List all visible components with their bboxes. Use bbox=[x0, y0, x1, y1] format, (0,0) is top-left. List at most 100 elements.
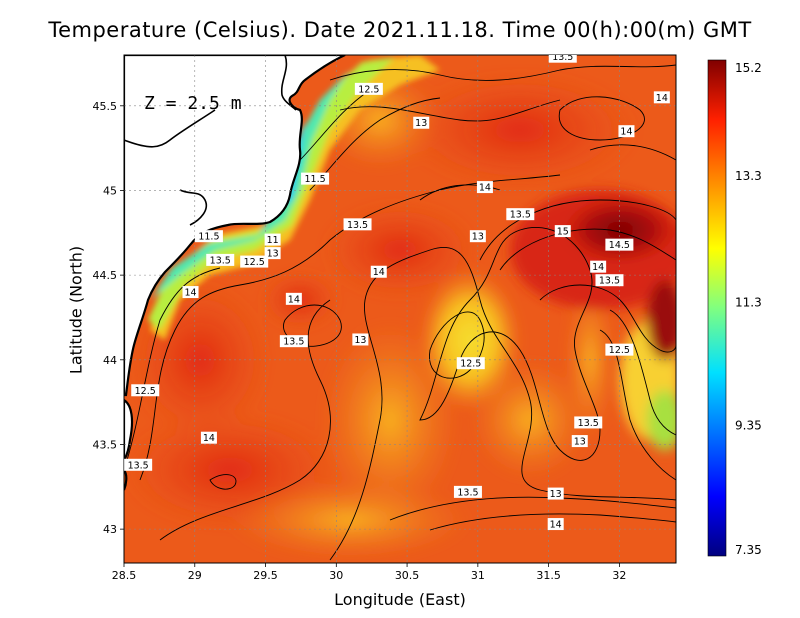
x-axis-label: Longitude (East) bbox=[334, 590, 466, 609]
contour-label: 14 bbox=[618, 125, 635, 138]
contour-label: 13.5 bbox=[206, 253, 235, 266]
plot-frame bbox=[123, 54, 677, 564]
y-axis-ticks: 43 43.5 44 44.5 45 45.5 bbox=[93, 100, 124, 536]
y-tick-label: 43.5 bbox=[93, 438, 118, 451]
contour-label: 11.5 bbox=[194, 230, 223, 243]
land-mask bbox=[124, 55, 346, 491]
x-tick-label: 31.5 bbox=[536, 569, 561, 582]
contour-label: 13.5 bbox=[124, 458, 153, 471]
contour-label: 13 bbox=[547, 487, 564, 500]
contour-label-text: 12.5 bbox=[244, 257, 265, 268]
colorbar-ticks: 15.2 13.3 11.3 9.35 7.35 bbox=[735, 61, 762, 557]
contour-label-bg bbox=[453, 485, 482, 498]
y-tick-label: 44 bbox=[103, 354, 117, 367]
contour-label-bg bbox=[343, 218, 372, 231]
contour-label-text: 14 bbox=[288, 294, 300, 305]
contour-label: 14.5 bbox=[605, 238, 634, 251]
contour-label-text: 13 bbox=[472, 232, 484, 243]
contour-label-bg bbox=[131, 384, 160, 397]
contour-label-bg bbox=[476, 181, 493, 194]
contour-label-bg bbox=[413, 116, 430, 129]
contour-label-text: 13.5 bbox=[510, 210, 531, 221]
contour-label: 11 bbox=[264, 233, 281, 246]
contour-label-bg bbox=[574, 416, 603, 429]
contour-label-bg bbox=[124, 458, 153, 471]
x-axis-ticks: 28.5 29 29.5 30 30.5 31 31.5 32 bbox=[112, 563, 626, 582]
contour-label-bg bbox=[469, 230, 486, 243]
gridlines bbox=[124, 55, 676, 563]
contour-label-text: 14 bbox=[373, 267, 385, 278]
colorbar-tick-label: 15.2 bbox=[735, 61, 762, 75]
contour-label: 13.5 bbox=[574, 416, 603, 429]
contour-label: 13.5 bbox=[453, 485, 482, 498]
depth-label: Z = 2.5 m bbox=[144, 93, 242, 114]
colorbar-tick-label: 11.3 bbox=[735, 295, 762, 309]
contour-label-text: 13.5 bbox=[578, 418, 599, 429]
contour-label-text: 14 bbox=[184, 288, 196, 299]
contour-label-text: 14 bbox=[656, 93, 668, 104]
contour-label-text: 11.5 bbox=[198, 232, 219, 243]
contour-label-text: 14 bbox=[479, 183, 491, 194]
contour-label-text: 13 bbox=[354, 335, 366, 346]
contour-label-bg bbox=[547, 487, 564, 500]
x-tick-label: 31 bbox=[471, 569, 485, 582]
contour-label: 11.5 bbox=[301, 172, 330, 185]
contour-label: 12.5 bbox=[354, 82, 383, 95]
x-tick-label: 29.5 bbox=[253, 569, 278, 582]
contour-label: 12.5 bbox=[456, 357, 485, 370]
contour-label-text: 13.5 bbox=[210, 255, 231, 266]
x-tick-label: 28.5 bbox=[112, 569, 137, 582]
contour-label-bg bbox=[554, 225, 571, 238]
contour-label-bg bbox=[653, 91, 670, 104]
contour-label-text: 13 bbox=[415, 118, 427, 129]
contour-label: 14 bbox=[182, 286, 199, 299]
contour-label-bg bbox=[590, 260, 607, 273]
contour-label: 13 bbox=[264, 247, 281, 260]
contour-label: 13.5 bbox=[548, 52, 577, 63]
contour-label-bg bbox=[194, 230, 223, 243]
contour-label: 13 bbox=[571, 435, 588, 448]
colorbar-tick-label: 13.3 bbox=[735, 169, 762, 183]
contour-label-bg bbox=[352, 333, 369, 346]
y-axis-label: Latitude (North) bbox=[66, 245, 86, 375]
contour-label-bg bbox=[279, 335, 308, 348]
colorbar bbox=[707, 59, 727, 557]
contour-label: 13 bbox=[469, 230, 486, 243]
contour-label-bg bbox=[571, 435, 588, 448]
contour-label-text: 13 bbox=[550, 489, 562, 500]
y-tick-label: 45.5 bbox=[93, 100, 118, 113]
contour-label-bg bbox=[456, 357, 485, 370]
contour-label: 15 bbox=[554, 225, 571, 238]
contour-label: 13.5 bbox=[506, 208, 535, 221]
contour-label-bg bbox=[206, 253, 235, 266]
x-tick-label: 32 bbox=[612, 569, 626, 582]
contour-label: 14 bbox=[476, 181, 493, 194]
contour-label-text: 14 bbox=[592, 262, 604, 273]
contour-label-bg bbox=[506, 208, 535, 221]
contour-label-bg bbox=[200, 431, 217, 444]
contour-label-text: 11 bbox=[267, 235, 279, 246]
temperature-contours bbox=[124, 64, 676, 561]
contour-label-bg bbox=[548, 55, 577, 63]
contour-label-bg bbox=[605, 238, 634, 251]
contour-label-bg bbox=[240, 255, 269, 268]
contour-label-bg bbox=[264, 233, 281, 246]
contour-label-bg bbox=[547, 518, 564, 531]
contour-label-text: 14 bbox=[203, 433, 215, 444]
figure-title: Temperature (Celsius). Date 2021.11.18. … bbox=[48, 18, 752, 42]
contour-label-bg bbox=[370, 265, 387, 278]
contour-label-bg bbox=[264, 247, 281, 260]
contour-label-bg bbox=[605, 343, 634, 356]
contour-label: 13 bbox=[413, 116, 430, 129]
contour-label: 13 bbox=[352, 333, 369, 346]
contour-label-bg bbox=[285, 292, 302, 305]
contour-label-text: 13 bbox=[267, 249, 279, 260]
contour-label-text: 12.5 bbox=[460, 359, 481, 370]
contour-label-text: 13.5 bbox=[552, 52, 573, 63]
contour-label-text: 15 bbox=[557, 227, 569, 238]
contour-label: 14 bbox=[653, 91, 670, 104]
contour-label: 13.5 bbox=[595, 274, 624, 287]
contour-label-text: 13.5 bbox=[283, 337, 304, 348]
